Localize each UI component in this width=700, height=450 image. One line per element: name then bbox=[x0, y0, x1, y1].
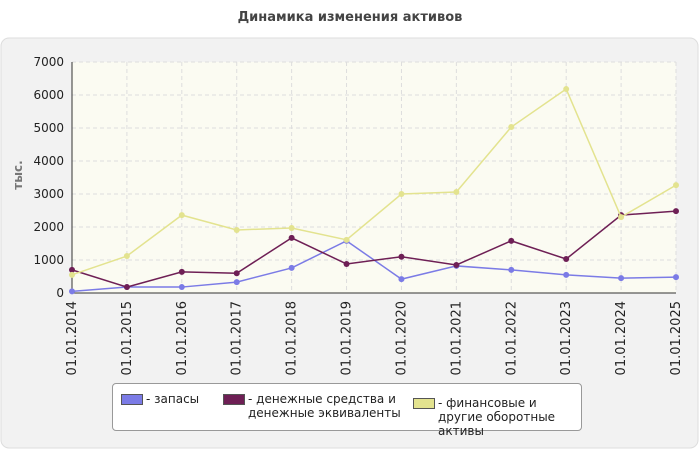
y-tick-label: 1000 bbox=[33, 253, 64, 267]
chart-title: Динамика изменения активов bbox=[238, 10, 463, 25]
x-tick-label: 01.01.2024 bbox=[614, 301, 629, 375]
data-point bbox=[288, 234, 295, 241]
y-tick-label: 6000 bbox=[33, 88, 64, 102]
data-point bbox=[453, 261, 460, 268]
data-point bbox=[618, 214, 625, 221]
y-tick-label: 3000 bbox=[33, 187, 64, 201]
data-point bbox=[398, 191, 405, 197]
data-point bbox=[618, 275, 625, 282]
legend-swatch bbox=[413, 398, 435, 409]
legend-item: - денежные средства и денежные эквивален… bbox=[223, 392, 403, 420]
data-point bbox=[508, 124, 515, 131]
legend-item: - финансовые и другие оборотные активы bbox=[413, 396, 573, 438]
legend-swatch bbox=[223, 394, 245, 405]
data-point bbox=[508, 266, 515, 273]
data-point bbox=[69, 266, 75, 273]
data-point bbox=[178, 268, 185, 275]
data-point bbox=[69, 288, 75, 295]
series-line bbox=[71, 210, 677, 288]
x-tick-label: 01.01.2023 bbox=[559, 301, 574, 375]
data-point bbox=[288, 224, 295, 231]
x-tick-label: 01.01.2017 bbox=[230, 301, 245, 375]
data-point bbox=[123, 253, 130, 260]
y-tick-label: 2000 bbox=[33, 220, 64, 234]
legend-label: - финансовые и другие оборотные активы bbox=[438, 396, 556, 438]
data-point bbox=[288, 264, 295, 271]
y-axis-label: тыс. bbox=[11, 160, 25, 189]
data-point bbox=[453, 189, 460, 196]
data-point bbox=[178, 284, 185, 291]
y-tick-label: 5000 bbox=[33, 121, 64, 135]
data-point bbox=[233, 226, 240, 233]
x-tick-label: 01.01.2018 bbox=[285, 301, 300, 375]
data-point bbox=[398, 276, 405, 283]
y-tick-label: 7000 bbox=[33, 55, 64, 69]
x-tick-label: 01.01.2016 bbox=[175, 301, 190, 375]
y-tick-label: 0 bbox=[56, 286, 64, 300]
data-point bbox=[508, 237, 515, 244]
x-tick-label: 01.01.2022 bbox=[504, 301, 519, 375]
data-point bbox=[123, 284, 130, 291]
x-tick-label: 01.01.2014 bbox=[65, 301, 80, 375]
legend-label: - денежные средства и денежные эквивален… bbox=[248, 392, 401, 420]
data-point bbox=[69, 271, 75, 278]
data-point bbox=[673, 208, 679, 215]
plot-area bbox=[72, 62, 676, 293]
data-point bbox=[178, 212, 185, 219]
x-tick-label: 01.01.2019 bbox=[340, 301, 355, 375]
legend-item: - запасы bbox=[121, 392, 211, 406]
data-point bbox=[673, 182, 679, 189]
legend-swatch bbox=[121, 394, 143, 405]
legend: - запасы - денежные средства и денежные э… bbox=[112, 383, 582, 438]
data-point bbox=[563, 86, 570, 93]
data-point bbox=[233, 279, 240, 286]
x-tick-label: 01.01.2021 bbox=[449, 301, 464, 375]
data-point bbox=[398, 253, 405, 260]
data-point bbox=[673, 274, 679, 281]
series-line bbox=[71, 87, 677, 276]
legend-label: - запасы bbox=[146, 392, 200, 406]
data-point bbox=[343, 236, 350, 243]
data-point bbox=[343, 260, 350, 267]
x-tick-label: 01.01.2025 bbox=[669, 301, 684, 375]
x-tick-label: 01.01.2020 bbox=[394, 301, 409, 375]
y-tick-label: 4000 bbox=[33, 154, 64, 168]
x-tick-label: 01.01.2015 bbox=[120, 301, 135, 375]
data-point bbox=[563, 256, 570, 263]
data-point bbox=[233, 270, 240, 277]
data-point bbox=[563, 271, 570, 278]
